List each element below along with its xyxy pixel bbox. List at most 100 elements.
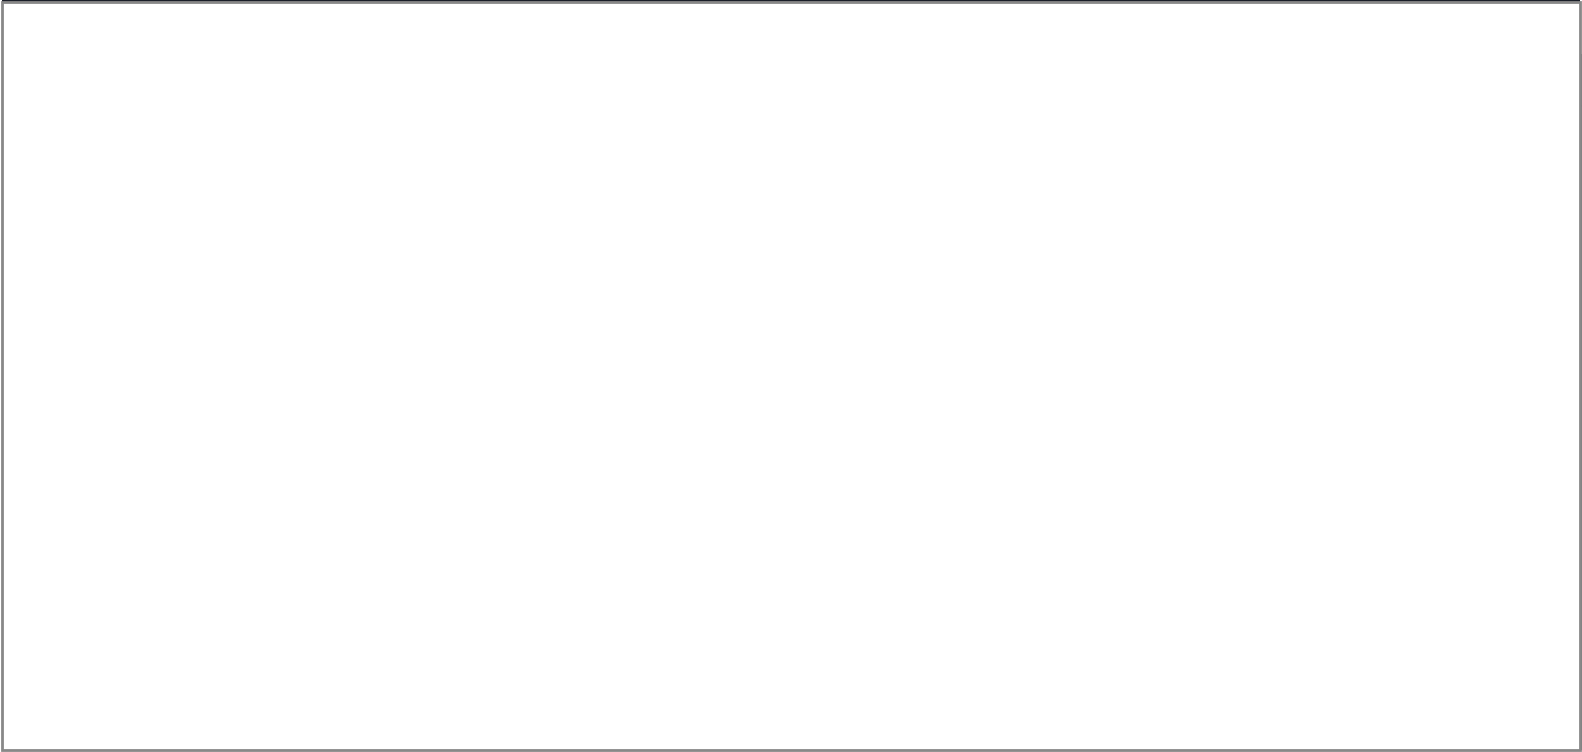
Text: Latest O...  ∨: Latest O... ∨ [190,74,301,89]
Text: 72252: 72252 [54,490,106,505]
Text: 8: 8 [32,444,40,458]
Text: ∿: ∿ [411,20,424,35]
Bar [513,664,573,698]
Text: ID: ID [55,73,74,91]
Bar [513,618,565,652]
Bar [2,474,699,520]
Text: 4: 4 [391,536,399,550]
Text: 2020-07-20: 2020-07-20 [206,582,285,596]
Bar [335,342,384,376]
Text: $39.28: $39.28 [577,674,626,688]
Text: 9: 9 [32,490,40,504]
Text: 73657: 73657 [54,122,106,137]
Bar [513,710,552,744]
Bar [513,250,641,284]
Text: ▶: ▶ [729,510,740,523]
Text: 54354: 54354 [54,305,106,320]
Text: 2020-07-20: 2020-07-20 [206,352,285,366]
Text: 1: 1 [353,168,361,182]
Bar [2,565,699,566]
Text: 6: 6 [32,352,40,366]
Text: Lifetime Orde...: Lifetime Orde... [353,74,487,89]
Bar [513,572,593,606]
FancyBboxPatch shape [728,152,796,200]
Bar [2,658,699,704]
Text: 2020-07-20: 2020-07-20 [206,720,285,734]
Text: 2020-07-20: 2020-07-20 [206,490,285,504]
Text: 2020-07-20: 2020-07-20 [206,260,285,274]
Bar [513,434,585,468]
Text: 55062: 55062 [54,535,106,550]
Text: 2020-07-20: 2020-07-20 [206,214,285,228]
Text: 13: 13 [22,674,40,688]
Circle shape [763,286,782,306]
Text: 12: 12 [490,674,508,688]
Text: 41902: 41902 [54,581,106,596]
Bar [2,381,699,382]
Text: 44355: 44355 [54,444,106,459]
Text: 2020-07-20: 2020-07-20 [206,628,285,642]
Bar [2,611,699,612]
Text: 2020-07-21: 2020-07-21 [206,122,285,136]
Text: 1: 1 [32,122,40,136]
Bar [1530,4,1576,52]
Text: 3: 3 [378,582,386,596]
Text: 12: 12 [22,628,40,642]
Text: Users ID: Users ID [750,397,819,415]
Text: 3: 3 [32,214,40,228]
Bar [699,105,1582,107]
Bar [2,519,699,520]
Text: $25.93: $25.93 [557,720,606,734]
Bar [2,703,699,704]
Text: 8: 8 [440,398,449,412]
Text: Users Latest Order Date: Users Latest Order Date [750,452,951,470]
Bar [335,480,422,514]
Text: 2020-07-20: 2020-07-20 [206,674,285,688]
Text: 2: 2 [365,260,373,274]
Text: $65.33: $65.33 [617,306,664,320]
Text: Plot: Plot [799,73,831,91]
Text: ⊞: ⊞ [228,20,240,35]
Text: $34.76: $34.76 [571,628,619,642]
FancyBboxPatch shape [728,272,796,320]
Bar [335,388,435,422]
Bar [2,428,699,474]
Text: 2: 2 [365,214,373,228]
Text: 11: 11 [22,582,40,596]
Bar [2,243,699,244]
Bar [699,54,1582,750]
Circle shape [737,226,758,246]
Text: $84.49: $84.49 [645,260,694,274]
Bar [2,749,699,750]
Text: 4: 4 [32,260,40,274]
Bar [335,664,486,698]
Text: 3: 3 [378,306,386,320]
Text: ⬛: ⬛ [459,20,468,35]
Text: 8: 8 [440,444,449,458]
Text: ≡: ≡ [320,20,332,35]
Text: 4: 4 [391,352,399,366]
Bar [513,112,581,146]
Bar [2,473,699,474]
Bar [335,158,348,192]
Text: Show Full Field Name: Show Full Field Name [797,227,975,245]
Bar [513,158,536,192]
Text: 2: 2 [32,168,40,182]
Text: ▶: ▶ [729,399,740,413]
Bar [2,58,699,106]
Text: ⁙: ⁙ [365,20,378,35]
Bar [335,112,397,146]
Text: 65424: 65424 [54,214,106,229]
Text: 58362: 58362 [54,627,106,642]
Bar [335,296,372,330]
Text: ▶: ▶ [729,565,740,578]
Bar [2,382,699,428]
Text: Formatting: Formatting [1050,73,1141,91]
Bar [513,480,600,514]
Text: 74744: 74744 [54,168,106,183]
Bar [2,244,699,290]
Bar [2,612,699,658]
Bar [2,335,699,336]
Bar [2,151,699,152]
FancyBboxPatch shape [728,212,796,260]
